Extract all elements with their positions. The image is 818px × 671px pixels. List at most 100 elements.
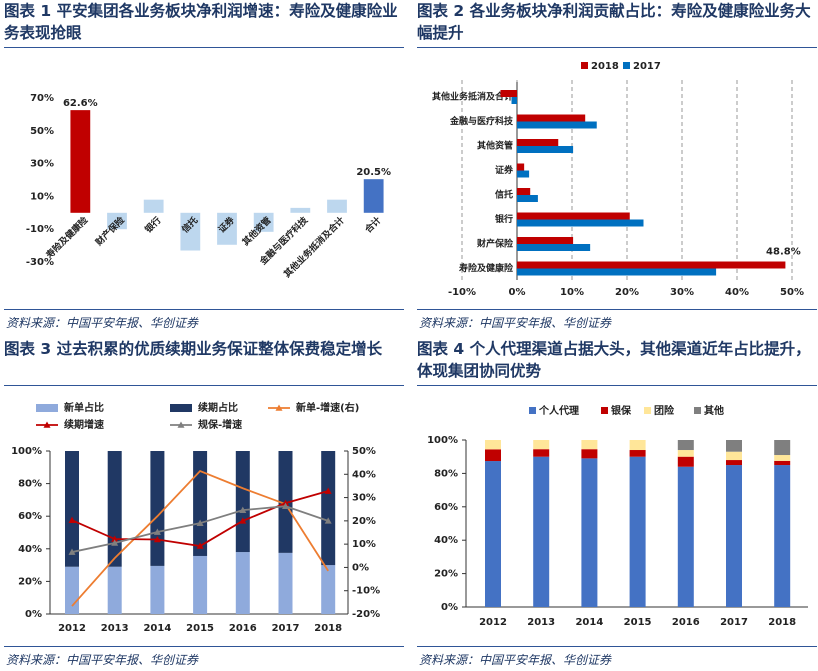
bar [517, 170, 530, 178]
rule [417, 385, 817, 386]
x-tick-label: -10% [448, 287, 476, 298]
bar [253, 212, 274, 232]
panel-title: 图表 1 平安集团各业务板块净利润增速：寿险及健康险业务表现抢眼 [4, 2, 398, 42]
legend-swatch [36, 404, 58, 412]
y-tick-label: 寿险及健康险 [459, 262, 514, 274]
bar [517, 121, 597, 129]
bar [517, 139, 559, 146]
y-tick-label: 60% [434, 502, 458, 513]
x-tick-label: 银行 [142, 214, 163, 235]
y-tick-label: -30% [26, 257, 54, 268]
bar-segment [193, 451, 208, 556]
y2-tick-label: 10% [352, 539, 376, 550]
bar [70, 110, 91, 213]
legend-swatch [581, 62, 588, 69]
bar [517, 212, 630, 220]
legend-marker [275, 404, 283, 411]
x-tick-label: 2013 [527, 617, 555, 628]
x-tick-label: 20% [615, 287, 639, 298]
bar-segment [321, 565, 336, 614]
rule [417, 646, 817, 647]
legend-label: 2018 [591, 61, 619, 72]
bar-segment [321, 451, 336, 566]
y2-tick-label: 50% [352, 446, 376, 457]
bar-segment [485, 461, 501, 607]
x-tick-label: 2014 [575, 617, 603, 628]
legend-swatch [623, 62, 630, 69]
x-tick-label: 2017 [720, 617, 748, 628]
chart: 0% 20% 40% 60% 80% 100% 2012 2013 2014 2015 2016 20… [427, 404, 808, 628]
x-tick-label: 寿险及健康险 [44, 214, 91, 261]
marker [111, 535, 119, 542]
marker [282, 502, 289, 509]
panel: 图表 2 各业务板块净利润贡献占比：寿险及健康险业务大幅提升 -10% 0% 10%… [413, 0, 818, 335]
bar [517, 114, 586, 122]
y-tick-label: 80% [434, 468, 458, 479]
bar [500, 90, 517, 97]
legend-label: 新单-增速(右) [296, 401, 359, 414]
bar [517, 195, 538, 202]
y-tick-label: 0% [25, 609, 42, 620]
legend-label: 规保-增速 [198, 418, 242, 431]
bar-segment [677, 450, 694, 457]
y-tick-label: 20% [434, 569, 458, 580]
bar [517, 188, 531, 195]
bar-segment [485, 449, 501, 462]
legend-swatch [601, 407, 608, 414]
legend-marker [43, 421, 51, 428]
bar-segment [581, 458, 598, 607]
source: 资料来源：中国平安年报、华创证券 [419, 653, 612, 667]
x-tick-label: 30% [670, 287, 694, 298]
bar [517, 261, 786, 269]
panel-title: 图表 4 个人代理渠道占据大头，其他渠道近年占比提升，体现集团协同优势 [417, 340, 811, 380]
x-tick-label: 2018 [314, 623, 342, 634]
bar [327, 199, 347, 213]
y-tick-label: 10% [30, 191, 54, 202]
rule [4, 47, 404, 48]
legend-swatch [644, 407, 651, 414]
x-tick-label: 0% [509, 287, 526, 298]
bar-segment [485, 440, 501, 450]
bar-segment [677, 466, 694, 607]
y2-tick-label: 0% [352, 562, 369, 573]
marker [111, 539, 119, 546]
marker [153, 528, 161, 535]
rule [417, 47, 817, 48]
legend-label: 个人代理 [538, 404, 579, 417]
bar [517, 163, 525, 171]
bar-segment [581, 449, 598, 459]
x-tick-label: 其他业务抵消及合计 [281, 214, 347, 280]
x-tick-label: 10% [560, 287, 584, 298]
bar-segment [774, 455, 791, 461]
y-tick-label: 金融与医疗科技 [449, 115, 514, 127]
y-tick-label: 信托 [495, 189, 513, 201]
y-tick-label: 50% [30, 126, 54, 137]
y2-tick-label: 20% [352, 516, 376, 527]
y-tick-label: -10% [26, 224, 54, 235]
panel-title: 图表 2 各业务板块净利润贡献占比：寿险及健康险业务大幅提升 [417, 2, 811, 42]
bar [511, 97, 517, 104]
bar [517, 237, 574, 244]
bar-segment [726, 460, 742, 466]
x-tick-label: 2016 [672, 617, 700, 628]
bar-segment [107, 566, 122, 614]
source: 资料来源：中国平安年报、华创证券 [6, 653, 199, 667]
marker [239, 517, 247, 524]
bar-segment [193, 555, 208, 614]
bar-segment [533, 449, 550, 457]
rule [4, 646, 404, 647]
x-tick-label: 合计 [362, 214, 383, 235]
y-tick-label: 财产保险 [476, 238, 514, 250]
bar [363, 179, 384, 213]
marker [68, 516, 76, 523]
chart: 0% 20% 40% 60% 80% 100% -20% -10% 0% 10% 20% 30% 40%… [11, 401, 380, 634]
y-tick-label: 20% [18, 576, 42, 587]
y-tick-label: 证券 [495, 164, 514, 176]
bar [517, 244, 591, 251]
legend-label: 续期增速 [64, 418, 104, 431]
bar-segment [629, 456, 646, 607]
bar [290, 207, 311, 213]
x-tick-label: 2013 [101, 623, 129, 634]
y-tick-label: 30% [30, 159, 54, 170]
